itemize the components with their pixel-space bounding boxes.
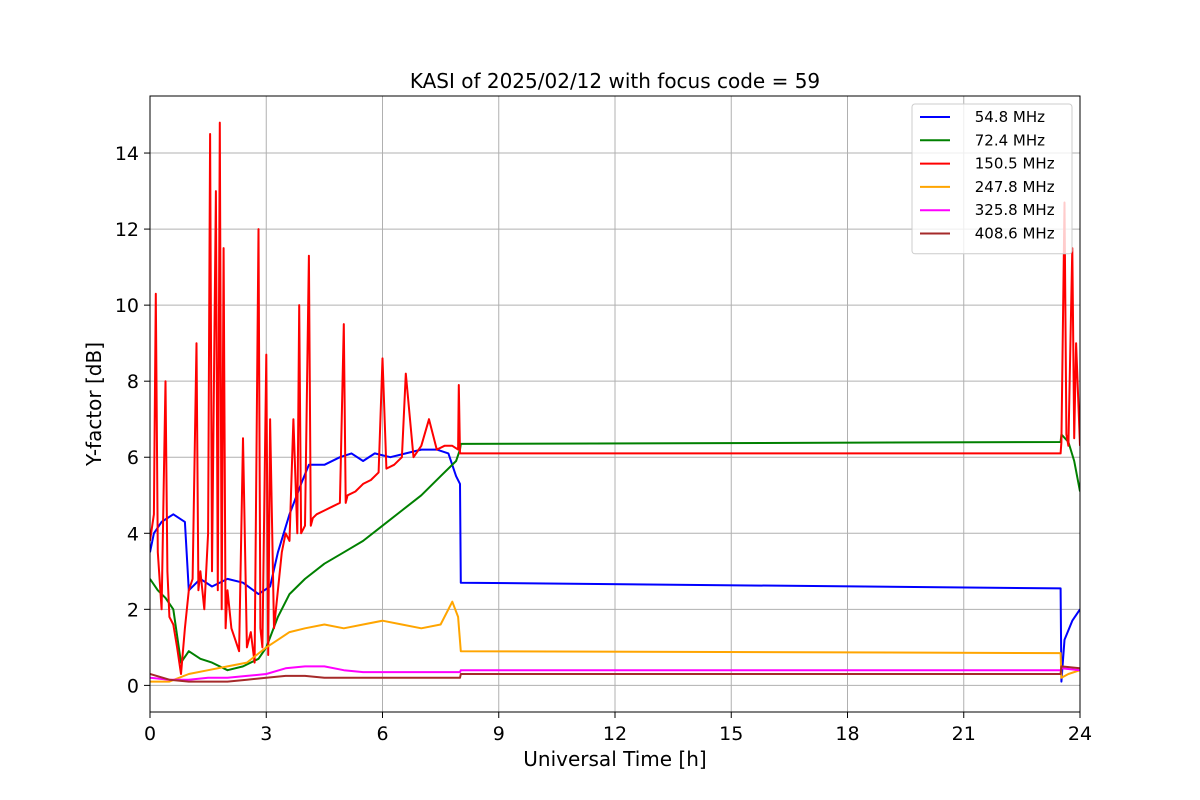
y-tick-label-6: 12 [115, 219, 139, 241]
series-line-0 [150, 448, 1080, 683]
legend-label-0: 54.8 MHz [970, 108, 1045, 126]
plot-area [150, 121, 1080, 683]
legend-label-2: 150.5 MHz [970, 155, 1055, 173]
y-tick-label-0: 0 [127, 675, 139, 697]
y-tick-label-2: 4 [127, 523, 139, 545]
series-line-2 [150, 121, 1080, 675]
y-tick-label-1: 2 [127, 599, 139, 621]
y-axis: 0 2 4 6 8 10 12 14 [115, 143, 150, 697]
x-tick-label-3: 9 [493, 723, 505, 745]
y-axis-label: Y-factor [dB] [82, 342, 106, 467]
x-axis: 0 3 6 9 12 15 18 21 24 [144, 712, 1092, 745]
x-tick-label-5: 15 [719, 723, 743, 745]
x-tick-label-2: 6 [376, 723, 388, 745]
x-tick-label-0: 0 [144, 723, 156, 745]
grid [149, 96, 1081, 712]
legend-label-3: 247.8 MHz [970, 178, 1055, 196]
series-line-1 [150, 433, 1080, 672]
x-tick-label-4: 12 [603, 723, 627, 745]
legend: 54.8 MHz 72.4 MHz 150.5 MHz 247.8 MHz 32… [911, 103, 1073, 255]
x-tick-label-7: 21 [952, 723, 976, 745]
y-tick-label-3: 6 [127, 447, 139, 469]
series-line-4 [150, 665, 1080, 681]
legend-label-4: 325.8 MHz [970, 201, 1055, 219]
x-tick-label-8: 24 [1068, 723, 1092, 745]
legend-label-5: 408.6 MHz [970, 225, 1055, 243]
x-axis-label: Universal Time [h] [523, 747, 706, 771]
chart-title: KASI of 2025/02/12 with focus code = 59 [410, 69, 820, 93]
y-tick-label-5: 10 [115, 295, 139, 317]
series-line-5 [150, 665, 1080, 683]
y-tick-label-7: 14 [115, 143, 139, 165]
y-tick-label-4: 8 [127, 371, 139, 393]
x-tick-label-1: 3 [260, 723, 272, 745]
legend-label-1: 72.4 MHz [970, 131, 1045, 149]
series-line-3 [150, 600, 1080, 683]
x-tick-label-6: 18 [835, 723, 859, 745]
legend-box [911, 103, 1073, 255]
